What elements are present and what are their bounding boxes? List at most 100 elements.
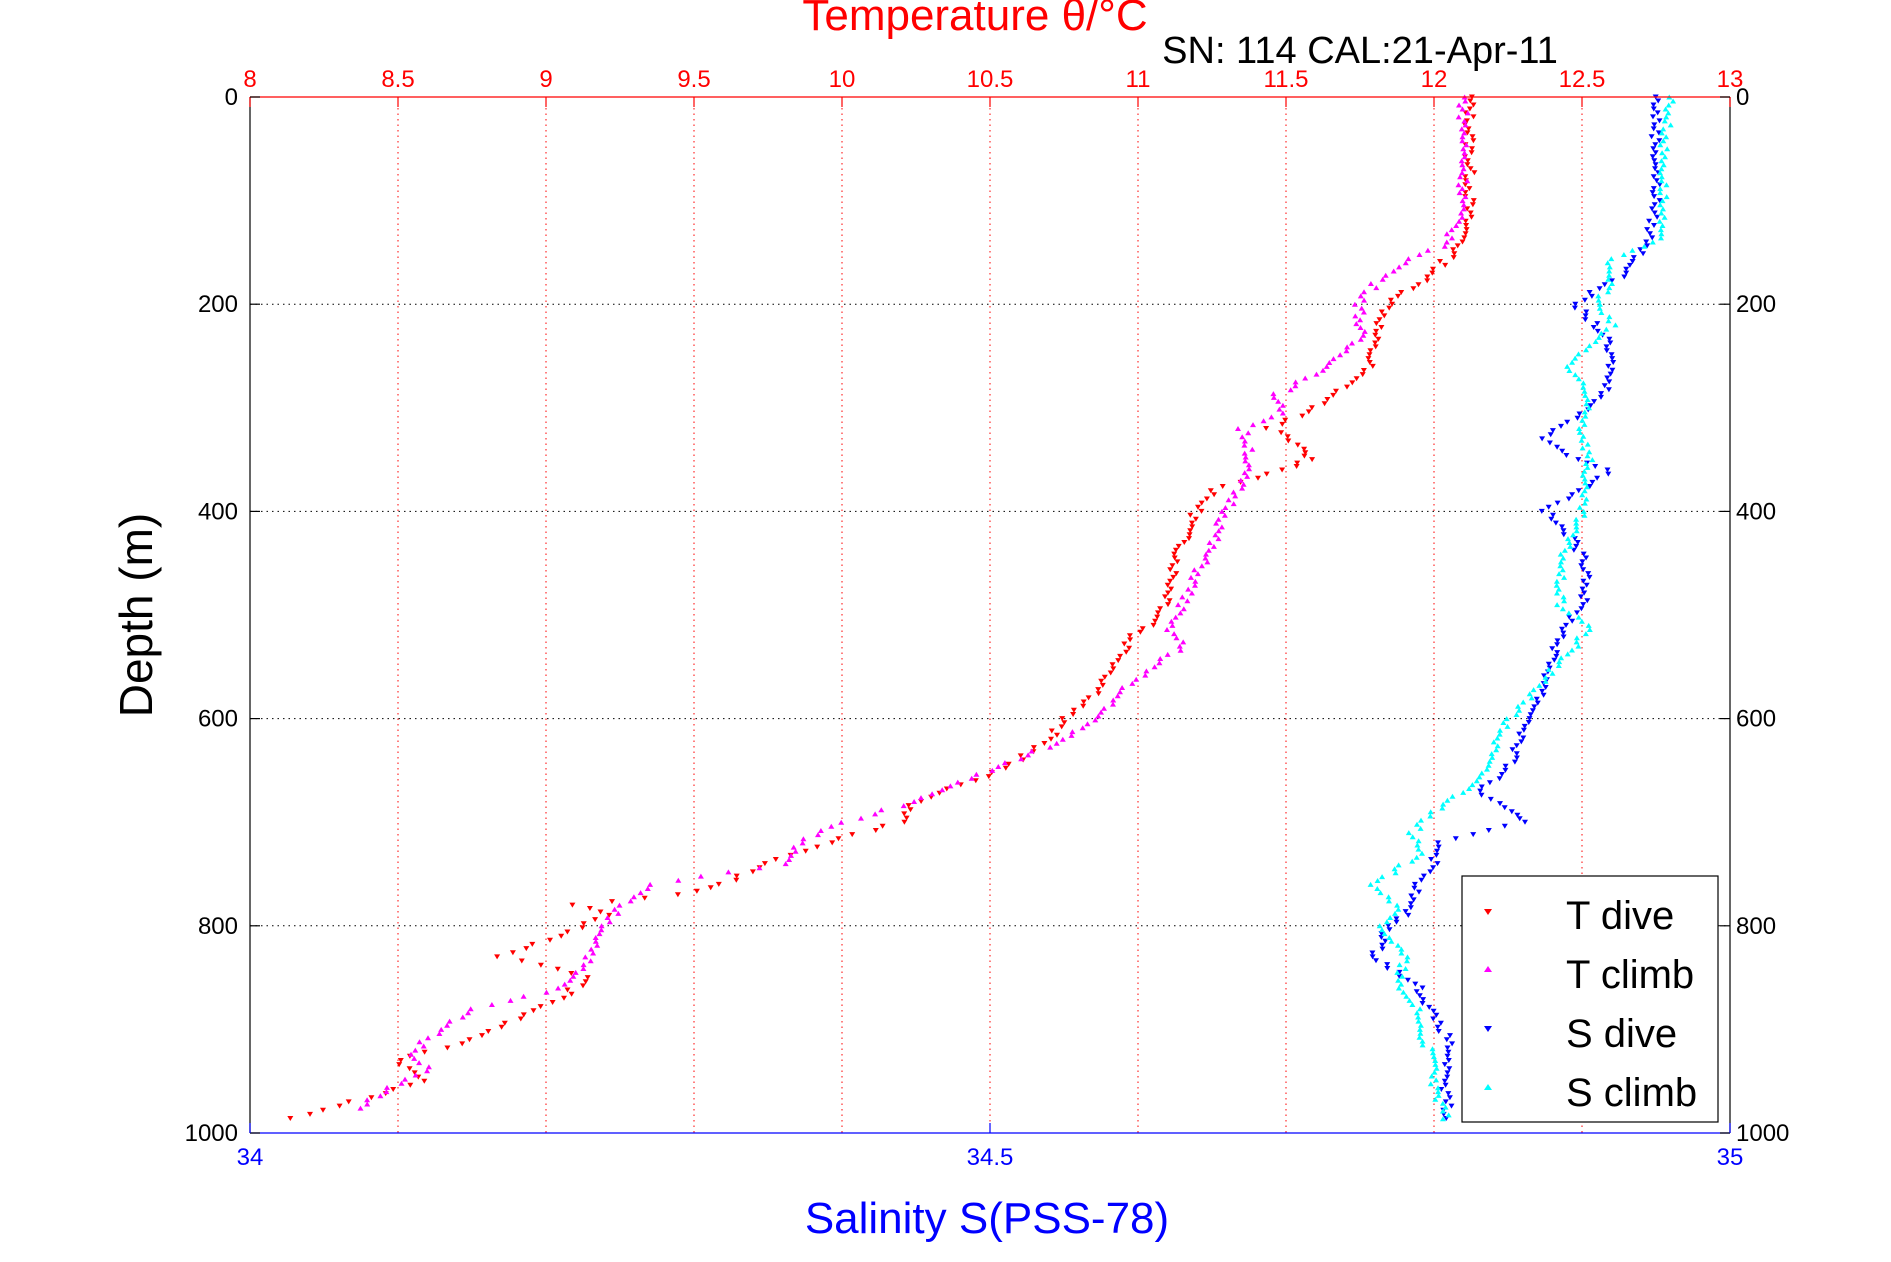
data-point: [1203, 551, 1209, 557]
data-point: [1430, 1054, 1437, 1060]
data-point: [1459, 214, 1466, 220]
data-point: [1400, 989, 1407, 995]
data-point: [1554, 500, 1561, 506]
data-point: [1386, 305, 1393, 311]
data-point: [1644, 227, 1651, 233]
data-point: [1430, 1050, 1436, 1056]
data-point: [1061, 720, 1068, 726]
data-point: [1324, 397, 1331, 402]
data-point: [1165, 602, 1171, 608]
data-point: [1187, 528, 1194, 534]
data-point: [582, 954, 589, 960]
data-point: [568, 971, 575, 976]
data-point: [320, 1107, 326, 1113]
data-point: [1496, 731, 1503, 737]
data-point: [1242, 458, 1249, 464]
data-point: [529, 941, 536, 947]
data-point: [1533, 696, 1540, 702]
data-point: [1445, 1112, 1452, 1118]
data-point: [1416, 1034, 1423, 1040]
data-point: [1621, 274, 1628, 280]
data-point: [1576, 504, 1583, 510]
data-point: [1349, 380, 1356, 386]
data-point: [1566, 368, 1573, 373]
data-point: [1025, 752, 1032, 758]
data-point: [1565, 496, 1572, 502]
data-point: [1557, 563, 1564, 569]
data-point: [1468, 150, 1475, 156]
data-point: [1595, 297, 1602, 303]
data-point: [1578, 618, 1585, 624]
data-point: [1554, 602, 1561, 608]
data-point: [1463, 142, 1470, 148]
data-point: [674, 892, 681, 898]
data-point: [1652, 142, 1659, 148]
data-point: [1569, 647, 1575, 653]
data-point: [1053, 740, 1060, 746]
data-point: [1581, 468, 1588, 474]
data-point: [1379, 927, 1385, 933]
data-point: [1569, 618, 1576, 624]
data-point: [1365, 356, 1372, 362]
data-point: [1656, 198, 1663, 204]
data-point: [1393, 919, 1400, 925]
data-point: [788, 852, 794, 858]
data-point: [1466, 106, 1473, 112]
data-point: [1437, 1020, 1444, 1026]
data-point: [1605, 276, 1612, 282]
data-point: [507, 997, 514, 1003]
data-point: [1001, 760, 1008, 766]
data-point: [287, 1116, 294, 1121]
data-point: [1573, 543, 1580, 549]
data-point: [1417, 1030, 1424, 1036]
data-point: [1168, 618, 1175, 624]
data-point: [1589, 479, 1596, 485]
data-point: [1526, 691, 1533, 697]
data-point: [1572, 301, 1579, 307]
data-point: [1554, 590, 1560, 596]
data-point: [1579, 492, 1586, 498]
data-point: [1497, 727, 1503, 733]
data-point: [1520, 727, 1527, 733]
data-point: [1453, 223, 1460, 228]
series-t-climb: [357, 94, 1471, 1111]
data-point: [412, 1072, 419, 1078]
data-point: [1270, 391, 1277, 397]
data-point: [1092, 717, 1099, 723]
data-point: [715, 881, 722, 887]
data-point: [1374, 886, 1381, 891]
data-point: [580, 983, 586, 989]
data-point: [1601, 383, 1608, 389]
data-point: [1513, 712, 1520, 717]
data-point: [1572, 372, 1579, 378]
data-point: [1560, 555, 1567, 561]
data-point: [1404, 954, 1411, 960]
data-point: [1360, 309, 1367, 315]
salinity-tick-label: 34.5: [967, 1144, 1014, 1171]
data-point: [1650, 126, 1657, 132]
data-point: [1485, 762, 1492, 768]
data-point: [1176, 643, 1183, 649]
data-point: [1460, 789, 1467, 795]
data-point: [1245, 462, 1252, 468]
data-point: [1099, 682, 1106, 688]
data-point: [1198, 563, 1205, 569]
temperature-tick-label: 9.5: [677, 66, 710, 93]
data-point: [1384, 962, 1391, 968]
data-point: [1573, 516, 1580, 522]
data-point: [1369, 954, 1376, 960]
data-point: [1372, 332, 1379, 338]
data-point: [1429, 1046, 1436, 1052]
data-point: [1538, 508, 1545, 514]
data-point: [1415, 838, 1422, 844]
data-point: [1416, 1026, 1423, 1032]
salinity-axis-title: Salinity S(PSS-78): [805, 1194, 1169, 1243]
data-point: [1204, 559, 1211, 565]
data-point: [1424, 274, 1431, 280]
data-point: [1651, 122, 1658, 128]
data-point: [907, 807, 914, 813]
data-point: [1651, 194, 1658, 200]
data-point: [1559, 448, 1566, 454]
data-point: [1500, 720, 1507, 725]
data-point: [1168, 586, 1175, 592]
